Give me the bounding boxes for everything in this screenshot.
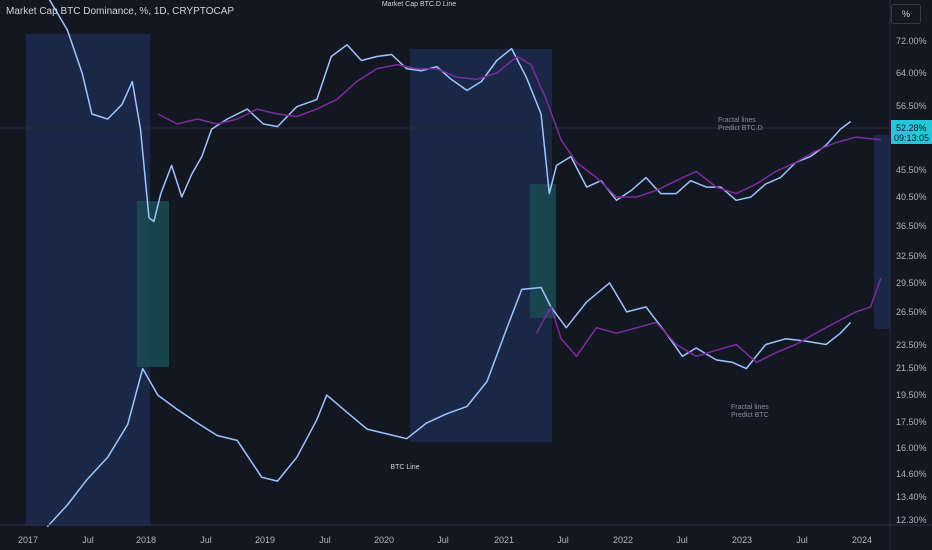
y-tick-label: 40.50% xyxy=(896,192,927,202)
x-tick-label: Jul xyxy=(437,535,449,545)
y-tick-label: 56.50% xyxy=(896,101,927,111)
btc-line xyxy=(46,282,852,528)
series-lines xyxy=(46,0,882,528)
x-tick-label: 2024 xyxy=(852,535,872,545)
highlight-box xyxy=(137,201,169,367)
y-tick-label: 26.50% xyxy=(896,307,927,317)
x-tick-label: Jul xyxy=(796,535,808,545)
x-tick-label: 2018 xyxy=(136,535,156,545)
y-tick-label: 72.00% xyxy=(896,36,927,46)
y-tick-label: 19.50% xyxy=(896,390,927,400)
annotation-label: Fractal lines xyxy=(731,404,769,411)
y-tick-label: 23.50% xyxy=(896,340,927,350)
x-tick-label: 2019 xyxy=(255,535,275,545)
y-tick-label: 64.00% xyxy=(896,68,927,78)
price-countdown: 09:13:05 xyxy=(894,133,929,143)
annotation-label: Fractal lines xyxy=(718,117,756,124)
highlight-box xyxy=(530,184,556,318)
highlight-box xyxy=(410,49,552,442)
percent-scale-button[interactable]: % xyxy=(891,4,921,24)
highlight-box xyxy=(26,34,150,526)
x-tick-label: 2023 xyxy=(732,535,752,545)
x-tick-label: 2021 xyxy=(494,535,514,545)
x-tick-label: 2022 xyxy=(613,535,633,545)
y-tick-label: 16.00% xyxy=(896,443,927,453)
y-tick-label: 14.60% xyxy=(896,469,927,479)
x-tick-label: Jul xyxy=(557,535,569,545)
annotation-label: BTC Line xyxy=(390,464,419,471)
highlight-box xyxy=(874,135,890,329)
annotation-label: Market Cap BTC.D Line xyxy=(382,1,456,8)
annotation-label: Predict BTC.D xyxy=(718,125,763,132)
y-axis-ticks: 72.00%64.00%56.50%50.00%45.50%40.50%36.5… xyxy=(896,36,927,525)
y-tick-label: 13.40% xyxy=(896,492,927,502)
x-tick-label: Jul xyxy=(676,535,688,545)
annotation-label: Predict BTC xyxy=(731,412,769,419)
highlight-boxes xyxy=(26,34,890,526)
y-tick-label: 21.50% xyxy=(896,363,927,373)
x-tick-label: Jul xyxy=(82,535,94,545)
x-tick-label: Jul xyxy=(200,535,212,545)
current-price-value: 52.28% xyxy=(896,123,927,133)
x-tick-label: 2017 xyxy=(18,535,38,545)
y-tick-label: 17.50% xyxy=(896,417,927,427)
y-tick-label: 36.50% xyxy=(896,221,927,231)
x-tick-label: Jul xyxy=(319,535,331,545)
x-tick-label: 2020 xyxy=(374,535,394,545)
fractal-predict-btc-line xyxy=(535,278,882,364)
x-axis-ticks: 2017 Jul 2018 Jul 2019 Jul 2020 Jul 2021 Jul 2022 J… xyxy=(18,535,872,545)
y-tick-label: 12.30% xyxy=(896,515,927,525)
y-tick-label: 32.50% xyxy=(896,251,927,261)
fractal-predict-btcd-line xyxy=(157,55,881,198)
btc-dominance-line xyxy=(48,0,852,223)
y-tick-label: 29.50% xyxy=(896,278,927,288)
chart-title: Market Cap BTC Dominance, %, 1D, CRYPTOC… xyxy=(6,6,235,17)
current-price-tag xyxy=(891,120,932,144)
y-tick-label: 45.50% xyxy=(896,165,927,175)
